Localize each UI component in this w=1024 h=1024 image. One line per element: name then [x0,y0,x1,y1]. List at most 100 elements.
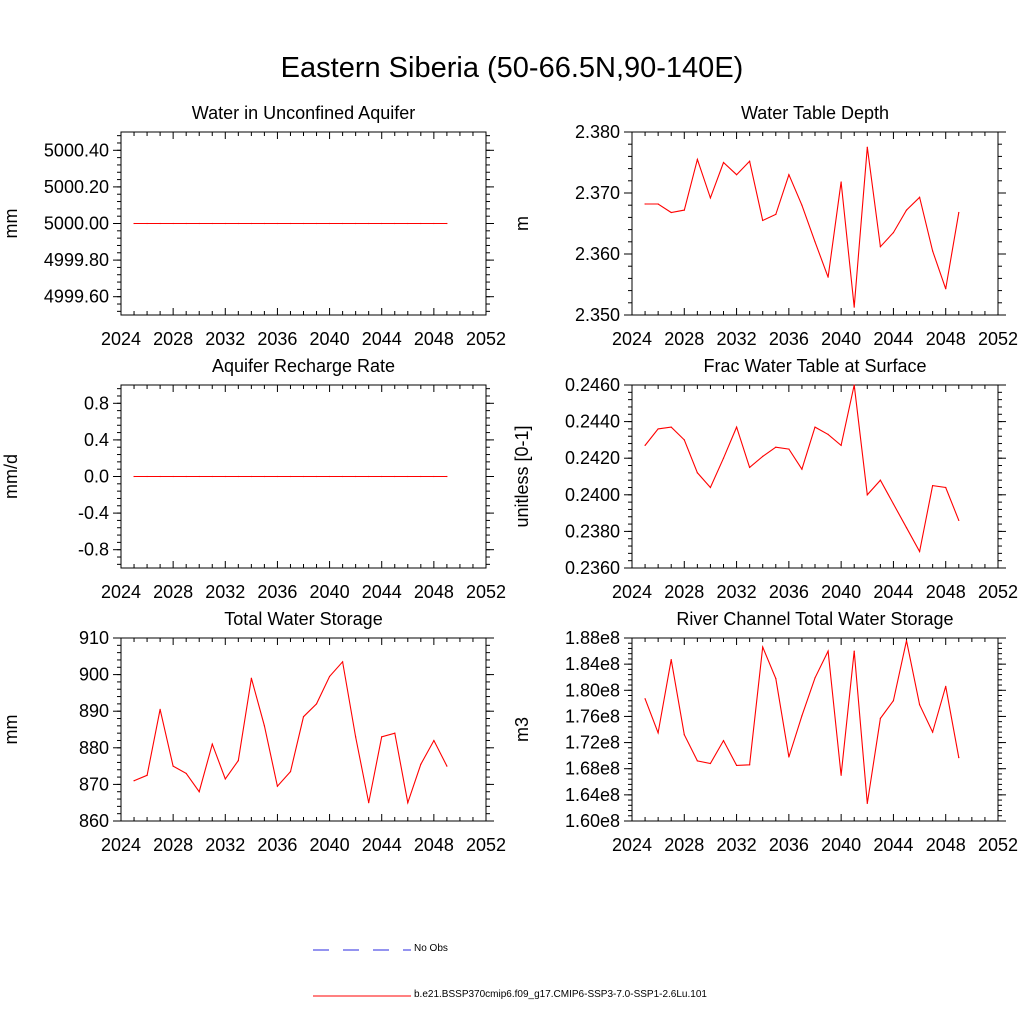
data-point [958,519,960,522]
data-point [814,677,816,679]
x-tick-label: 2052 [466,582,506,602]
data-point [840,444,842,446]
data-point [735,174,738,176]
data-point [342,661,344,663]
x-tick-label: 2048 [926,582,966,602]
data-point [814,241,816,243]
data-point [315,475,318,478]
data-point [146,222,148,225]
x-tick-label: 2040 [821,582,861,602]
plot-frame [631,131,999,316]
data-point [342,475,344,478]
y-tick-label: 1.84e8 [565,654,620,674]
data-point [644,444,646,446]
data-point [198,475,200,478]
data-point [446,222,448,225]
y-tick-label: 5000.20 [44,177,109,197]
data-point [381,222,383,225]
x-tick-label: 2044 [873,582,913,602]
data-point [185,475,187,478]
data-point [670,426,672,428]
data-point [146,774,148,776]
x-tick-label: 2024 [612,835,652,855]
y-axis-label: m3 [512,717,532,742]
data-point [696,472,698,474]
data-point [696,760,698,762]
data-point [211,222,213,225]
data-point [263,475,265,478]
data-point [892,700,895,702]
data-point [159,708,161,710]
data-point [735,764,738,767]
data-point [958,757,960,759]
data-point [407,222,409,225]
data-point [224,222,226,225]
data-point [932,485,934,487]
y-tick-label: 1.80e8 [565,680,620,700]
data-point [185,222,187,225]
figure-title: Eastern Siberia (50-66.5N,90-140E) [280,52,744,84]
data-point [879,246,881,248]
data-point [420,222,422,225]
data-point [302,716,305,718]
data-point [407,475,409,478]
x-tick-label: 2052 [978,835,1018,855]
chart-panel-3: Aquifer Recharge Rate mm/d 2024 2028 2032 203… [1,356,506,602]
y-tick-label: 1.76e8 [565,706,620,726]
y-axis-label: mm/d [1,454,21,499]
plot-frame [120,637,487,822]
x-tick-label: 2036 [257,329,297,349]
data-point [394,475,396,478]
chart-panel-2: Water Table Depth m 2024 2028 2032 2036 2040 20… [512,103,1018,349]
data-point [237,475,239,478]
y-tick-label: 1.88e8 [565,628,620,648]
data-point [302,222,305,225]
data-point [709,762,712,765]
y-tick-label: 4999.80 [44,250,109,270]
data-point [827,276,829,278]
plot-frame [631,637,999,822]
data-point [945,685,947,687]
data-point [918,196,921,198]
y-tick-label: 1.60e8 [565,811,620,831]
chart-panel-1: Water in Unconfined Aquifer mm 2024 2028 203… [1,103,506,349]
data-point [368,222,370,225]
x-tick-label: 2036 [769,582,809,602]
x-tick-label: 2024 [101,835,141,855]
y-tick-label: 1.64e8 [565,785,620,805]
data-point [879,717,881,719]
y-tick-label: 5000.00 [44,214,109,234]
data-point [146,475,148,478]
data-point [446,765,448,767]
data-point [801,468,803,470]
data-point [709,486,712,489]
data-point [368,802,370,804]
x-tick-label: 2032 [717,582,757,602]
panel-title: Water Table Depth [741,103,889,123]
data-point [133,222,135,225]
x-tick-label: 2048 [414,329,454,349]
y-axis-label: m [512,216,532,231]
data-point [762,646,764,648]
data-point [827,650,829,652]
data-point [762,219,764,222]
data-point [918,550,921,553]
x-tick-label: 2044 [362,329,402,349]
data-point [788,448,790,450]
x-tick-label: 2024 [612,582,652,602]
y-tick-label: 0.2360 [565,558,620,578]
legend-model-label: b.e21.BSSP370cmip6.f09_g17.CMIP6-SSP3-7.… [414,989,707,1000]
data-point [328,222,331,225]
data-point [670,211,672,214]
y-tick-label: 0.2460 [565,375,620,395]
y-tick-label: 1.72e8 [565,733,620,753]
data-point [315,703,318,705]
data-point [133,475,135,478]
data-point [368,475,370,478]
y-tick-label: 0.2400 [565,485,620,505]
x-tick-label: 2032 [205,835,245,855]
data-point [276,222,279,225]
panel-title: Frac Water Table at Surface [703,356,926,376]
data-point [801,204,803,206]
